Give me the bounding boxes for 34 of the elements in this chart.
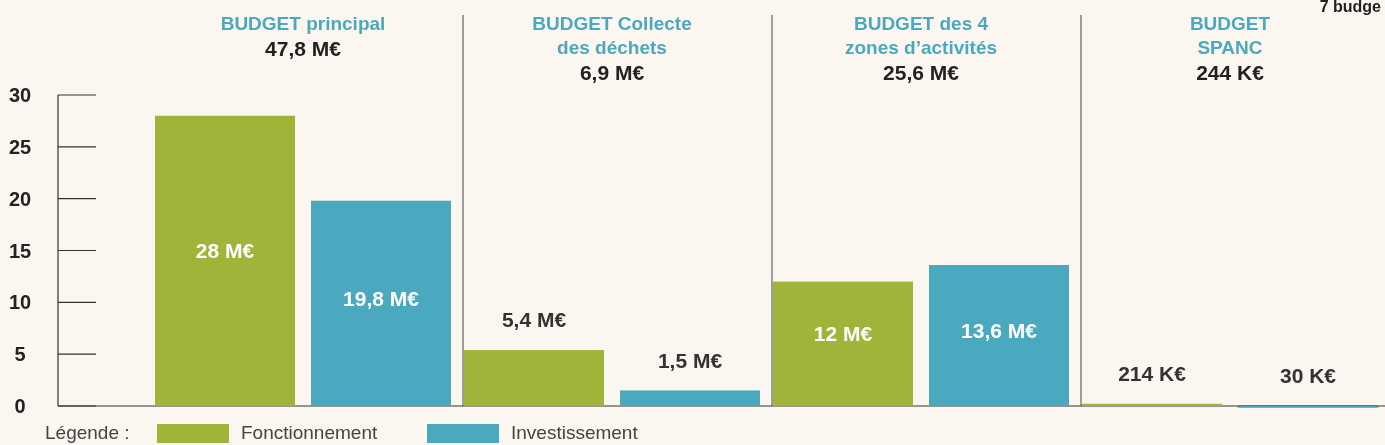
text: 7 budge xyxy=(1319,0,1382,15)
x-tick-label: BUDGET SPANC xyxy=(1189,13,1271,58)
bar xyxy=(464,350,604,406)
text: 47,8 M€ xyxy=(265,37,342,60)
bar xyxy=(620,390,760,406)
data-label: 5,4 M€ xyxy=(501,308,567,332)
legend-label: Fonctionnement xyxy=(241,421,378,443)
bar xyxy=(155,115,295,406)
bar xyxy=(311,200,451,406)
legend-label: Investissement xyxy=(511,421,639,443)
x-tick-label: BUDGET des 4 zones d’activités xyxy=(844,13,998,58)
bar xyxy=(773,281,913,406)
text: 25,6 M€ xyxy=(883,61,960,84)
bar xyxy=(1082,403,1222,406)
x-tick-label: BUDGET principal xyxy=(220,13,386,34)
y-tick-label: 15 xyxy=(8,239,32,262)
text: 244 K€ xyxy=(1196,61,1265,84)
text: 6,9 M€ xyxy=(579,61,645,84)
data-label: 12 M€ xyxy=(813,322,873,346)
data-label: 19,8 M€ xyxy=(343,286,420,310)
y-tick-label: 20 xyxy=(8,187,32,210)
y-tick-label: 5 xyxy=(14,343,26,366)
data-label: 1,5 M€ xyxy=(657,348,723,372)
data-label: 30 K€ xyxy=(1279,364,1337,388)
y-tick-label: 10 xyxy=(8,291,32,314)
data-label: 28 M€ xyxy=(195,239,255,263)
y-tick-label: 0 xyxy=(14,395,26,417)
bar xyxy=(929,265,1069,406)
y-tick-label: 30 xyxy=(8,84,32,106)
data-label: 13,6 M€ xyxy=(961,318,1038,342)
data-label: 214 K€ xyxy=(1118,362,1187,386)
x-tick-label: BUDGET Collecte des déchets xyxy=(532,13,692,58)
legend-title: Légende : xyxy=(45,421,130,443)
y-tick-label: 25 xyxy=(8,135,32,158)
